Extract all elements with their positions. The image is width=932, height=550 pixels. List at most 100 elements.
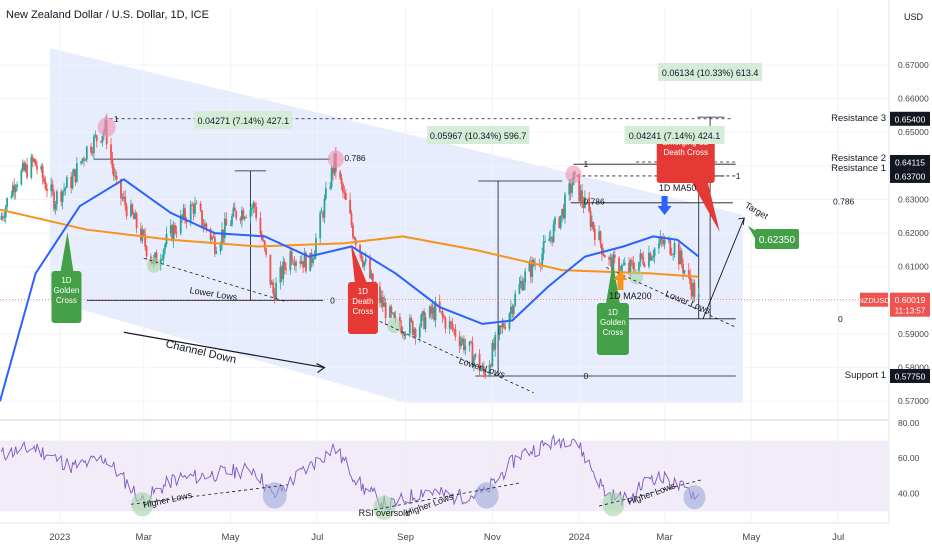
candle-body xyxy=(302,261,305,268)
candle-body xyxy=(682,263,684,274)
candle-body xyxy=(609,257,612,260)
candle-body xyxy=(13,185,16,193)
golden-cross-callout-1-text: Golden xyxy=(54,286,80,295)
candle-body xyxy=(514,293,517,306)
candle-body xyxy=(642,257,645,265)
candle-body xyxy=(91,152,94,154)
candle-body xyxy=(315,238,317,255)
candle-body xyxy=(94,135,97,137)
candle-body xyxy=(693,282,696,298)
price-axis-bg xyxy=(889,0,932,550)
candle-body xyxy=(500,325,502,328)
rsi-circle-4 xyxy=(262,482,287,509)
candle-body xyxy=(181,215,184,218)
candle-body xyxy=(451,323,454,329)
candle-body xyxy=(672,254,675,256)
candle-body xyxy=(3,217,6,219)
candle-body xyxy=(389,306,391,318)
rsi-line xyxy=(0,433,700,511)
x-tick-label: May xyxy=(222,532,240,543)
candle-body xyxy=(458,336,461,347)
candle-body xyxy=(144,234,147,247)
candle-body xyxy=(171,225,174,241)
candle-body xyxy=(443,316,445,319)
candle-body xyxy=(202,226,205,228)
candle-body xyxy=(601,243,603,255)
candle-body xyxy=(172,225,175,241)
candle-body xyxy=(400,325,403,334)
candle-body xyxy=(522,283,525,290)
candle-body xyxy=(319,212,322,239)
candle-body xyxy=(420,314,423,327)
candle-body xyxy=(43,178,46,183)
rsi-tick-label: 80.00 xyxy=(898,418,920,428)
candle-body xyxy=(484,373,487,377)
level-name-4: Support 1 xyxy=(845,370,886,381)
candle-body xyxy=(638,261,640,273)
death-cross-callout-tail xyxy=(350,244,367,283)
candle-body xyxy=(131,204,134,214)
candle-body xyxy=(541,253,544,266)
ma200-pointer xyxy=(613,271,628,290)
candle-body xyxy=(369,258,371,279)
candle-body xyxy=(629,260,632,273)
candle-body xyxy=(428,306,431,318)
candle-body xyxy=(322,212,324,218)
candle-body xyxy=(414,329,417,338)
candle-body xyxy=(60,191,63,202)
chart-title: New Zealand Dollar / U.S. Dollar, 1D, IC… xyxy=(6,9,209,21)
candle-body xyxy=(384,302,387,318)
channel-arrow xyxy=(123,331,325,369)
candle-body xyxy=(454,329,457,337)
candle-body xyxy=(21,162,24,171)
candle-body xyxy=(53,191,55,210)
candle-body xyxy=(85,146,88,160)
candle-body xyxy=(370,273,373,279)
candle-body xyxy=(554,217,556,225)
target-box xyxy=(754,229,799,249)
candle-body xyxy=(44,182,47,190)
candle-body xyxy=(231,216,233,225)
candle-body xyxy=(403,332,406,336)
candle-body xyxy=(689,274,692,284)
ma200-label: 1D MA200 xyxy=(609,291,652,301)
countdown-value: 11:13:57 xyxy=(895,307,926,316)
candle-body xyxy=(582,202,585,208)
target-value: 0.62350 xyxy=(759,235,796,246)
price-tag-text-2: 0.64115 xyxy=(895,157,925,167)
channel-arrow-head xyxy=(316,363,326,374)
candle-body xyxy=(588,197,591,212)
candle-body xyxy=(112,167,115,177)
candle-body xyxy=(309,252,312,272)
circle-top-2 xyxy=(327,150,344,168)
current-price-value: 0.60019 xyxy=(895,295,926,305)
candle-body xyxy=(662,240,665,245)
price-tag-text-1: 0.65400 xyxy=(895,114,926,124)
candle-body xyxy=(491,342,494,367)
candle-body xyxy=(125,205,128,217)
candle-body xyxy=(579,190,582,201)
candle-body xyxy=(189,204,192,223)
candle-body xyxy=(350,213,353,226)
candle-body xyxy=(51,184,54,192)
fib-786-label-3: 0.786 xyxy=(833,196,855,206)
target-arrow xyxy=(702,217,745,319)
candle-body xyxy=(95,135,98,142)
candle-body xyxy=(0,216,3,220)
candle-body xyxy=(215,251,218,254)
y-tick-label: 0.59000 xyxy=(898,329,929,339)
x-tick-label: Sep xyxy=(397,532,414,543)
candle-body xyxy=(408,317,411,334)
candle-body xyxy=(56,191,58,204)
candle-body xyxy=(470,341,472,343)
candle-body xyxy=(649,252,652,261)
candle-body xyxy=(657,243,660,249)
lower-lows-line-2 xyxy=(374,318,534,394)
candle-body xyxy=(620,264,623,273)
candle-body xyxy=(221,229,223,244)
price-tag-text-3: 0.63700 xyxy=(895,171,926,181)
candle-body xyxy=(551,236,554,242)
y-tick-label: 0.61000 xyxy=(898,262,929,272)
